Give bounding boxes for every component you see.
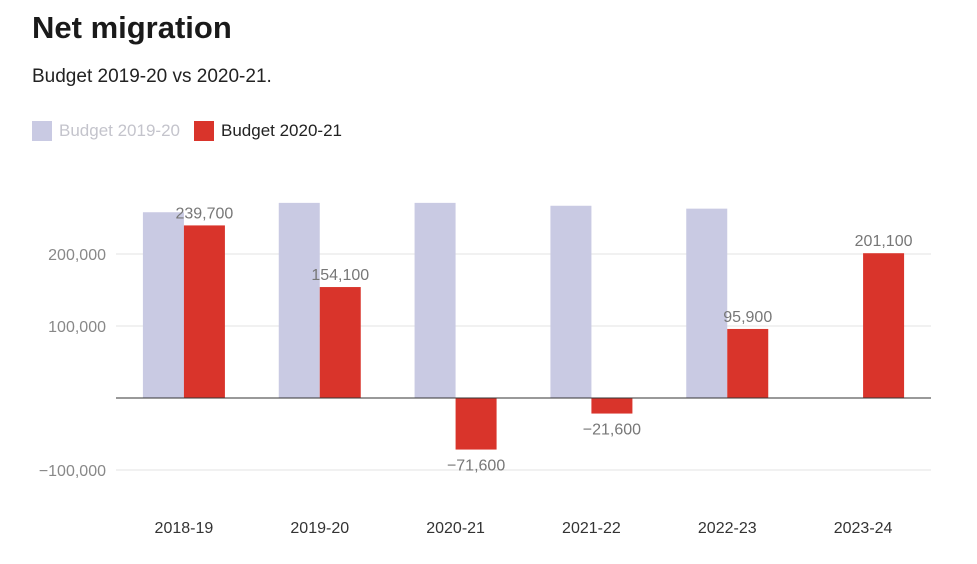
bar-budget-2020-21-2022-23[interactable]: [727, 328, 769, 398]
bar-budget-2019-20-2020-21[interactable]: [414, 202, 456, 398]
legend-item-budget-2020-21[interactable]: Budget 2020-21: [194, 121, 342, 141]
x-tick-label-2020-21: 2020-21: [426, 520, 485, 537]
chart-subtitle: Budget 2019-20 vs 2020-21.: [32, 66, 272, 87]
legend: Budget 2019-20 Budget 2020-21: [32, 121, 356, 141]
legend-label-budget-2020-21: Budget 2020-21: [221, 121, 342, 140]
bar-budget-2019-20-2019-20[interactable]: [278, 202, 320, 398]
y-tick-label: 100,000: [48, 319, 106, 336]
bar-budget-2020-21-2020-21[interactable]: [455, 398, 497, 450]
x-tick-label-2021-22: 2021-22: [562, 520, 621, 537]
x-tick-label-2019-20: 2019-20: [290, 520, 349, 537]
bar-budget-2019-20-2021-22[interactable]: [550, 205, 592, 398]
x-tick-label-2023-24: 2023-24: [834, 520, 893, 537]
data-label-budget-2020-21-2019-20: 154,100: [311, 267, 369, 284]
data-label-budget-2020-21-2023-24: 201,100: [855, 233, 913, 250]
data-label-budget-2020-21-2018-19: 239,700: [175, 205, 233, 222]
x-tick-label-2018-19: 2018-19: [155, 520, 214, 537]
bar-budget-2020-21-2021-22[interactable]: [591, 398, 633, 414]
legend-label-budget-2019-20: Budget 2019-20: [59, 121, 180, 140]
data-label-budget-2020-21-2021-22: −21,600: [583, 422, 641, 439]
bar-budget-2020-21-2018-19[interactable]: [183, 225, 225, 398]
y-tick-label: 200,000: [48, 247, 106, 264]
bar-budget-2020-21-2023-24[interactable]: [863, 253, 905, 398]
bar-budget-2020-21-2019-20[interactable]: [319, 287, 361, 398]
legend-swatch-budget-2019-20: [32, 121, 52, 141]
bar-budget-2019-20-2022-23[interactable]: [686, 208, 728, 398]
data-label-budget-2020-21-2022-23: 95,900: [723, 309, 772, 326]
x-tick-label-2022-23: 2022-23: [698, 520, 757, 537]
legend-swatch-budget-2020-21: [194, 121, 214, 141]
data-label-budget-2020-21-2020-21: −71,600: [447, 458, 505, 475]
y-tick-label: −100,000: [39, 463, 106, 480]
bar-budget-2019-20-2018-19[interactable]: [142, 212, 184, 398]
chart-title: Net migration: [32, 10, 232, 45]
legend-item-budget-2019-20[interactable]: Budget 2019-20: [32, 121, 180, 141]
